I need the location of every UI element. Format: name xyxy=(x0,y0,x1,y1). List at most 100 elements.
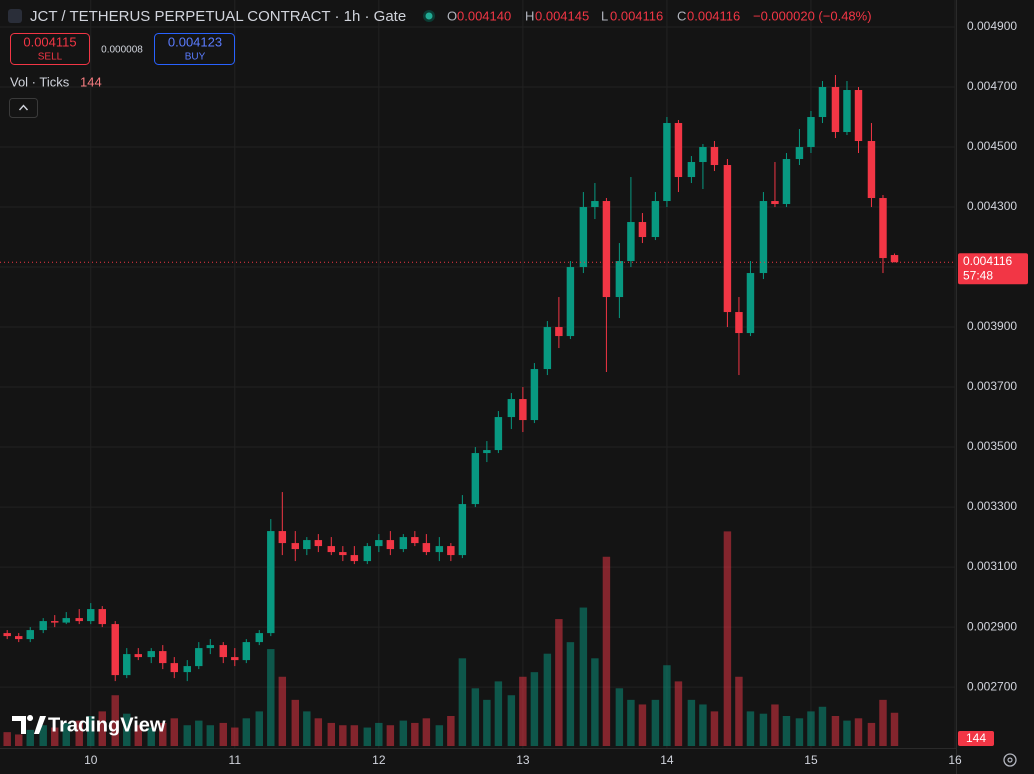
ohlc-high: 0.004145 xyxy=(535,8,589,23)
candle-body xyxy=(687,162,696,178)
candle-body xyxy=(879,198,887,259)
candle-body xyxy=(147,651,155,658)
volume-bar xyxy=(543,653,552,746)
candle-body xyxy=(51,621,59,623)
volume-bar xyxy=(843,720,851,746)
candle-body xyxy=(483,450,491,454)
volume-badge xyxy=(958,731,994,746)
candle-body xyxy=(699,147,707,163)
candle-body xyxy=(350,555,359,562)
x-tick-label: 13 xyxy=(516,753,530,767)
volume-bar xyxy=(170,718,179,746)
settings-icon[interactable] xyxy=(1003,753,1017,767)
candle-body xyxy=(735,312,743,334)
collapse-icon[interactable] xyxy=(18,104,29,111)
candle-body xyxy=(231,657,239,661)
volume-bar xyxy=(422,718,431,746)
buy-button[interactable] xyxy=(154,33,235,65)
volume-title: Vol · Ticks xyxy=(10,74,70,89)
volume-bar xyxy=(231,727,239,746)
candle-body xyxy=(458,504,467,556)
ohlc-open: 0.004140 xyxy=(457,8,511,23)
volume-bar xyxy=(159,722,167,746)
candle-body xyxy=(831,87,840,133)
settings-icon-center[interactable] xyxy=(1007,757,1013,763)
candle-body xyxy=(255,633,263,643)
ohlc-key: C xyxy=(677,8,686,23)
candle-body xyxy=(98,609,106,625)
candle-body xyxy=(111,624,119,676)
volume-bar xyxy=(494,681,503,746)
volume-bar xyxy=(111,695,119,746)
sell-price[interactable]: 0.004115 xyxy=(23,34,76,49)
volume-bar xyxy=(890,712,899,746)
volume-bar xyxy=(435,725,444,746)
candle-body xyxy=(278,531,287,544)
volume-bar xyxy=(51,727,59,746)
candle-body xyxy=(170,663,179,673)
volume-bar xyxy=(795,718,804,746)
y-tick-label: 0.004700 xyxy=(967,79,1017,93)
volume-bar xyxy=(591,658,599,746)
candle-body xyxy=(566,267,575,337)
symbol-title[interactable]: JCT / TETHERUS PERPETUAL CONTRACT · 1h ·… xyxy=(30,8,406,25)
axes: 0.002700 0.002900 0.003100 0.003300 0.003500… xyxy=(84,19,1028,767)
candle-body xyxy=(219,645,227,658)
candle-body xyxy=(195,648,203,667)
candle-body xyxy=(555,327,563,337)
volume-bar xyxy=(759,713,768,746)
candle-body xyxy=(530,369,539,421)
volume-bar xyxy=(183,725,191,746)
buy-label[interactable]: BUY xyxy=(185,52,206,63)
candle-body xyxy=(627,222,635,262)
candle-body xyxy=(267,531,275,634)
volume-bar xyxy=(134,725,143,746)
buy-price[interactable]: 0.004123 xyxy=(168,34,222,49)
symbol-icon[interactable] xyxy=(8,9,22,23)
volume-bar xyxy=(651,699,660,746)
ohlc-key: L xyxy=(601,8,608,23)
volume-bar xyxy=(303,711,311,746)
ohlc-key: O xyxy=(447,8,457,23)
candle-body xyxy=(854,90,863,142)
volume-bar xyxy=(854,718,863,746)
volume-bar xyxy=(566,642,575,746)
candle-body xyxy=(867,141,876,199)
x-tick-label: 16 xyxy=(948,753,962,767)
sell-button[interactable] xyxy=(10,33,90,65)
sell-label[interactable]: SELL xyxy=(38,52,63,63)
volume-bar xyxy=(674,681,683,746)
collapse-button[interactable] xyxy=(9,98,38,118)
y-tick-label: 0.004300 xyxy=(967,199,1017,213)
candle-body xyxy=(134,654,143,658)
volume-bar xyxy=(627,699,635,746)
volume-bar xyxy=(291,699,300,746)
candle-body xyxy=(123,654,131,676)
volume-bar xyxy=(39,725,47,746)
candle-body xyxy=(746,273,755,334)
candle-body xyxy=(723,165,732,313)
candle-body xyxy=(62,618,70,623)
y-tick-label: 0.003300 xyxy=(967,499,1017,513)
volume-bar xyxy=(3,732,11,746)
candle-body xyxy=(771,201,779,205)
ohlc-change: −0.000020 (−0.48%) xyxy=(753,8,872,23)
candle-body xyxy=(339,552,347,556)
candle-body xyxy=(674,123,683,178)
candle-body xyxy=(602,201,611,298)
candle-body xyxy=(782,159,791,205)
volume-bar xyxy=(519,676,527,746)
volume-bar xyxy=(123,713,131,746)
volume-bar xyxy=(771,704,779,746)
candle-body xyxy=(314,540,323,547)
candles xyxy=(0,75,955,682)
candle-body xyxy=(795,147,804,160)
x-tick-label: 10 xyxy=(84,753,98,767)
candle-body xyxy=(591,201,599,208)
volume-bar xyxy=(87,716,95,746)
candle-body xyxy=(363,546,372,562)
last-price-badge xyxy=(958,253,1028,285)
spread: 0.000008 xyxy=(101,45,143,56)
ohlc-low: 0.004116 xyxy=(610,8,663,23)
